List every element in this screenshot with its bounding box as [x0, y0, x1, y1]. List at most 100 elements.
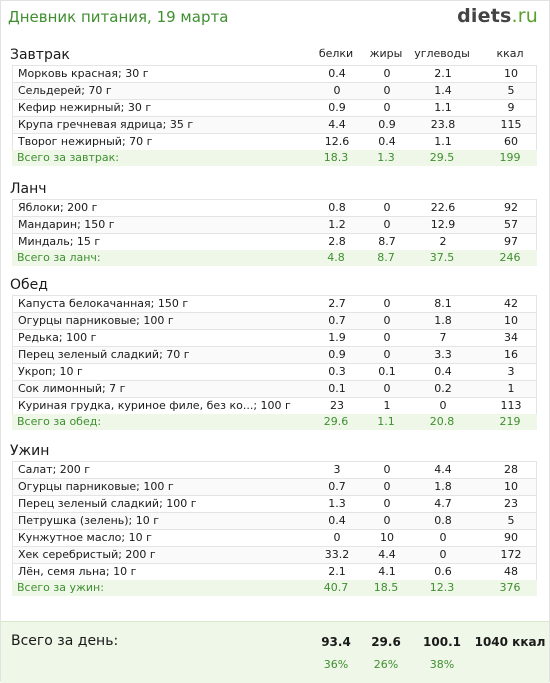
food-protein: 1.9 — [328, 331, 346, 344]
food-name: Огурцы парниковые; 100 г — [18, 314, 174, 327]
food-row[interactable]: Огурцы парниковые; 100 г 0.7 0 1.8 10 — [12, 478, 537, 495]
header: Дневник питания, 19 марта diets.ru — [1, 1, 549, 34]
meal-table: Морковь красная; 30 г 0.4 0 2.1 10 Сельдерей;… — [12, 65, 537, 166]
food-kcal: 90 — [504, 531, 518, 544]
food-row[interactable]: Куриная грудка, куриное филе, без ко...;… — [12, 397, 537, 414]
food-carbs: 4.7 — [434, 497, 452, 510]
food-carbs: 0 — [439, 531, 447, 544]
food-row[interactable]: Творог нежирный; 70 г 12.6 0.4 1.1 60 — [12, 133, 537, 150]
meal-total-protein: 18.3 — [323, 151, 349, 164]
food-row[interactable]: Огурцы парниковые; 100 г 0.7 0 1.8 10 — [12, 312, 537, 329]
food-row[interactable]: Сельдерей; 70 г 0 0 1.4 5 — [12, 82, 537, 99]
food-fat: 0 — [383, 348, 391, 361]
food-carbs: 0.6 — [434, 565, 452, 578]
food-kcal: 10 — [504, 314, 518, 327]
food-protein: 0.9 — [328, 348, 346, 361]
meal-total-label: Всего за завтрак: — [17, 151, 120, 164]
food-row[interactable]: Кефир нежирный; 30 г 0.9 0 1.1 9 — [12, 99, 537, 116]
food-row[interactable]: Лён, семя льна; 10 г 2.1 4.1 0.6 48 — [12, 563, 537, 580]
food-protein: 1.3 — [328, 497, 346, 510]
food-row[interactable]: Кунжутное масло; 10 г 0 10 0 90 — [12, 529, 537, 546]
food-name: Петрушка (зелень); 10 г — [18, 514, 160, 527]
food-carbs: 1.8 — [434, 314, 452, 327]
food-row[interactable]: Укроп; 10 г 0.3 0.1 0.4 3 — [12, 363, 537, 380]
food-carbs: 22.6 — [430, 201, 456, 214]
column-header-kcal: ккал — [496, 47, 524, 60]
food-kcal: 48 — [504, 565, 518, 578]
food-kcal: 1 — [507, 382, 515, 395]
food-row[interactable]: Мандарин; 150 г 1.2 0 12.9 57 — [12, 216, 537, 233]
meal-total-label: Всего за ужин: — [17, 581, 104, 594]
food-row[interactable]: Перец зеленый сладкий; 100 г 1.3 0 4.7 23 — [12, 495, 537, 512]
food-protein: 23 — [330, 399, 344, 412]
meal-total-protein: 4.8 — [327, 251, 345, 264]
food-fat: 0 — [383, 463, 391, 476]
food-carbs: 1.1 — [434, 101, 452, 114]
logo-suffix: .ru — [511, 5, 538, 27]
meal-total-carbs: 37.5 — [429, 251, 455, 264]
food-fat: 0.4 — [378, 135, 396, 148]
food-name: Крупа гречневая ядрица; 35 г — [18, 118, 194, 131]
food-name: Сельдерей; 70 г — [18, 84, 112, 97]
food-carbs: 0.2 — [434, 382, 452, 395]
food-name: Кунжутное масло; 10 г — [18, 531, 152, 544]
food-row[interactable]: Салат; 200 г 3 0 4.4 28 — [12, 461, 537, 478]
food-kcal: 113 — [500, 399, 522, 412]
food-fat: 1 — [383, 399, 391, 412]
food-protein: 0.4 — [328, 67, 346, 80]
food-fat: 0.1 — [378, 365, 396, 378]
column-headers: белки жиры углеводы ккал — [1, 47, 549, 63]
food-fat: 10 — [380, 531, 394, 544]
food-name: Хек серебристый; 200 г — [18, 548, 156, 561]
food-row[interactable]: Миндаль; 15 г 2.8 8.7 2 97 — [12, 233, 537, 250]
food-name: Огурцы парниковые; 100 г — [18, 480, 174, 493]
food-carbs: 12.9 — [430, 218, 456, 231]
food-protein: 12.6 — [324, 135, 350, 148]
meal-section-title: Ланч — [10, 181, 47, 197]
meal-total-carbs: 12.3 — [429, 581, 455, 594]
day-carbs-percent: 38% — [429, 658, 455, 671]
food-row[interactable]: Перец зеленый сладкий; 70 г 0.9 0 3.3 16 — [12, 346, 537, 363]
food-name: Перец зеленый сладкий; 100 г — [18, 497, 197, 510]
food-row[interactable]: Яблоки; 200 г 0.8 0 22.6 92 — [12, 199, 537, 216]
page-title: Дневник питания, 19 марта — [8, 8, 229, 26]
food-name: Кефир нежирный; 30 г — [18, 101, 152, 114]
food-row[interactable]: Хек серебристый; 200 г 33.2 4.4 0 172 — [12, 546, 537, 563]
day-total-fat: 29.6 — [371, 635, 401, 649]
meal-total-row: Всего за обед: 29.6 1.1 20.8 219 — [12, 414, 537, 430]
meal-total-fat: 18.5 — [373, 581, 399, 594]
food-name: Укроп; 10 г — [18, 365, 83, 378]
food-kcal: 23 — [504, 497, 518, 510]
meal-section-title: Обед — [10, 277, 48, 293]
food-kcal: 42 — [504, 297, 518, 310]
meal-total-protein: 29.6 — [323, 415, 349, 428]
food-row[interactable]: Крупа гречневая ядрица; 35 г 4.4 0.9 23.8 11… — [12, 116, 537, 133]
food-fat: 0 — [383, 331, 391, 344]
food-kcal: 5 — [507, 84, 515, 97]
food-carbs: 0.8 — [434, 514, 452, 527]
food-fat: 0 — [383, 218, 391, 231]
meal-table: Капуста белокачанная; 150 г 2.7 0 8.1 42 Огур… — [12, 295, 537, 430]
meal-total-row: Всего за ланч: 4.8 8.7 37.5 246 — [12, 250, 537, 266]
food-protein: 0.4 — [328, 514, 346, 527]
food-kcal: 28 — [504, 463, 518, 476]
meal-total-fat: 1.1 — [377, 415, 395, 428]
food-kcal: 10 — [504, 480, 518, 493]
food-kcal: 9 — [507, 101, 515, 114]
food-carbs: 1.8 — [434, 480, 452, 493]
site-logo[interactable]: diets.ru — [457, 5, 538, 27]
food-protein: 0 — [333, 531, 341, 544]
food-kcal: 115 — [500, 118, 522, 131]
food-carbs: 0 — [439, 399, 447, 412]
food-row[interactable]: Капуста белокачанная; 150 г 2.7 0 8.1 42 — [12, 295, 537, 312]
food-row[interactable]: Редька; 100 г 1.9 0 7 34 — [12, 329, 537, 346]
food-name: Редька; 100 г — [18, 331, 97, 344]
food-row[interactable]: Петрушка (зелень); 10 г 0.4 0 0.8 5 — [12, 512, 537, 529]
day-fat-percent: 26% — [373, 658, 399, 671]
food-protein: 2.1 — [328, 565, 346, 578]
food-kcal: 92 — [504, 201, 518, 214]
food-carbs: 2 — [439, 235, 447, 248]
food-row[interactable]: Морковь красная; 30 г 0.4 0 2.1 10 — [12, 65, 537, 82]
food-row[interactable]: Сок лимонный; 7 г 0.1 0 0.2 1 — [12, 380, 537, 397]
